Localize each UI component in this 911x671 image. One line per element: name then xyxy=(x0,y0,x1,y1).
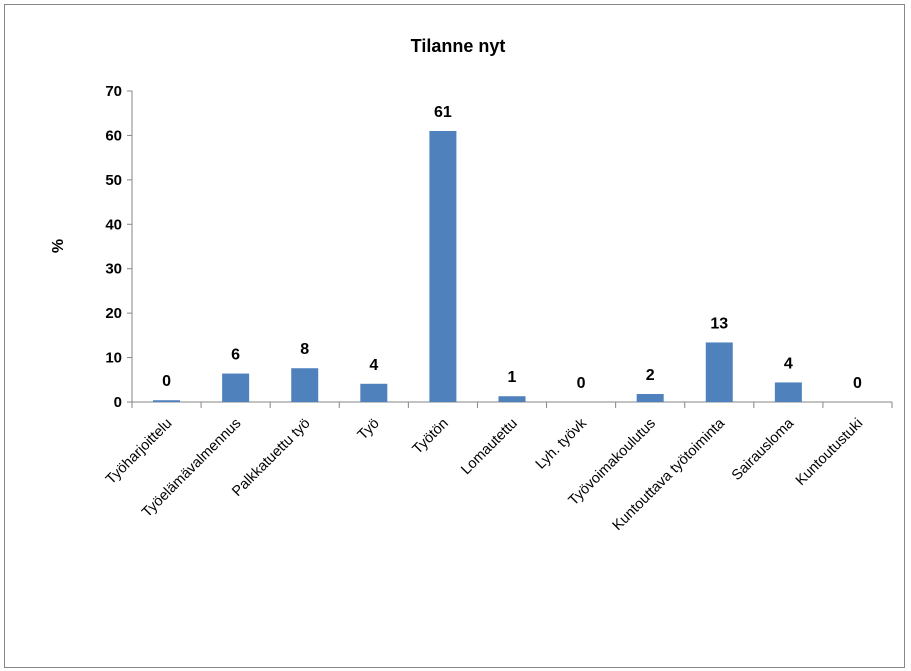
bars xyxy=(153,130,802,402)
data-label: 6 xyxy=(231,347,240,364)
category-labels: TyöharjoitteluTyöelämävalmennusPalkkatue… xyxy=(103,415,866,534)
bar xyxy=(222,373,250,402)
y-tick-label: 30 xyxy=(105,261,122,278)
data-label: 0 xyxy=(853,375,862,392)
category-label: Lomautettu xyxy=(458,416,521,479)
category-label: Työ xyxy=(355,416,383,444)
data-label: 4 xyxy=(369,357,378,374)
data-label: 8 xyxy=(300,341,309,358)
data-label: 13 xyxy=(710,315,728,332)
category-label: Kuntouttava työtoiminta xyxy=(610,415,729,534)
y-tick-label: 50 xyxy=(105,172,122,189)
bar xyxy=(429,130,457,402)
data-labels: 0 6 8 4 61 1 0 2 13 4 0 xyxy=(162,104,862,392)
y-tick-label: 40 xyxy=(105,216,122,233)
y-tick-label: 20 xyxy=(105,305,122,322)
bar xyxy=(291,368,319,402)
chart-title: Tilanne nyt xyxy=(411,36,506,56)
category-label: Työharjoittelu xyxy=(103,416,175,488)
data-label: 1 xyxy=(508,369,517,386)
y-tick-label: 0 xyxy=(114,394,122,411)
y-axis-label: % xyxy=(50,239,67,253)
data-label: 0 xyxy=(577,375,586,392)
data-label: 4 xyxy=(784,355,793,372)
data-label: 2 xyxy=(646,367,655,384)
category-label: Työtön xyxy=(410,416,452,458)
y-tick-label: 60 xyxy=(105,127,122,144)
y-tick-label: 70 xyxy=(105,83,122,100)
category-label: Sairausloma xyxy=(729,415,798,484)
category-label: Kuntoutustuki xyxy=(793,416,866,489)
bar xyxy=(498,396,526,402)
bar xyxy=(774,382,802,402)
data-label: 0 xyxy=(162,373,171,390)
y-tick-label: 10 xyxy=(105,350,122,367)
data-label: 61 xyxy=(434,104,452,121)
bar xyxy=(360,383,388,402)
category-label: Lyh. työvk xyxy=(533,415,591,473)
bar xyxy=(705,342,733,402)
bar xyxy=(636,394,664,402)
bar xyxy=(153,400,181,402)
